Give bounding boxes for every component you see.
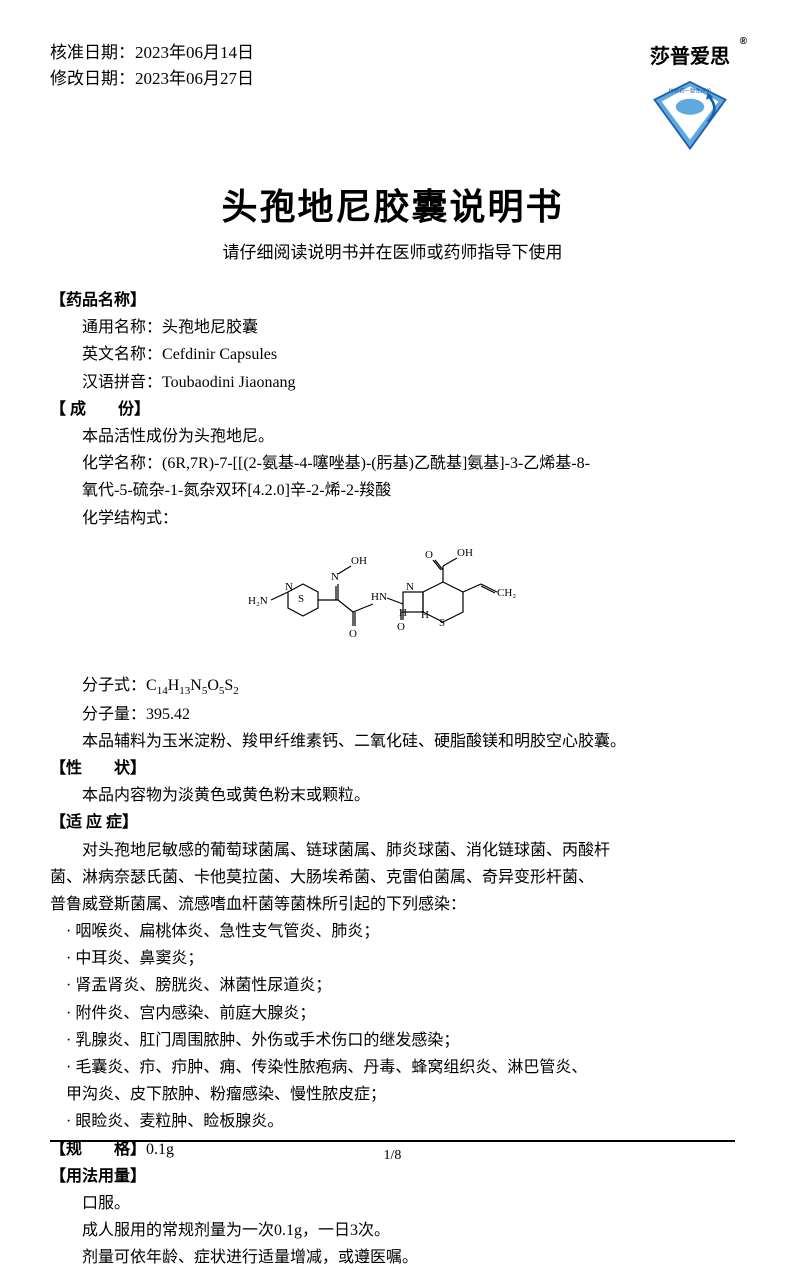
revision-date-row: 修改日期：2023年06月27日 xyxy=(50,66,254,92)
excipients: 本品辅料为玉米淀粉、羧甲纤维素钙、二氧化硅、硬脂酸镁和明胶空心胶囊。 xyxy=(50,728,735,755)
english-name: Cefdinir Capsules xyxy=(162,346,277,363)
molecular-formula: C14H13N5O5S2 xyxy=(146,677,239,694)
svg-text:N: N xyxy=(331,571,339,583)
dates-block: 核准日期：2023年06月14日 修改日期：2023年06月27日 xyxy=(50,40,254,91)
indications-label: 【适 应 症】 xyxy=(50,809,735,836)
svg-text:HN: HN xyxy=(371,591,387,603)
indications-intro2: 菌、淋病奈瑟氏菌、卡他莫拉菌、大肠埃希菌、克雷伯菌属、奇异变形杆菌、 xyxy=(50,864,735,891)
molecular-formula-row: 分子式：C14H13N5O5S2 xyxy=(50,672,735,701)
svg-text:CH₂: CH₂ xyxy=(497,587,516,599)
english-name-label: 英文名称： xyxy=(82,346,162,363)
character-label: 【性 状】 xyxy=(50,755,735,782)
page-title: 头孢地尼胶囊说明书 xyxy=(50,178,735,230)
structure-label: 化学结构式： xyxy=(50,505,735,532)
generic-name: 头孢地尼胶囊 xyxy=(162,319,258,336)
dosage-line3: 剂量可依年龄、症状进行适量增减，或遵医嘱。 xyxy=(50,1244,735,1271)
chem-name: (6R,7R)-7-[[(2-氨基-4-噻唑基)-(肟基)乙酰基]氨基]-3-乙… xyxy=(162,455,590,472)
indications-intro3: 普鲁威登斯菌属、流感嗜血杆菌等菌株所引起的下列感染： xyxy=(50,891,735,918)
svg-text:仿制药一致性评价: 仿制药一致性评价 xyxy=(669,87,712,95)
chemical-structure-diagram: H₂N S N N OH O HN H N O H S xyxy=(243,542,543,662)
dosage-line1: 口服。 xyxy=(50,1190,735,1217)
chem-name-label: 化学名称： xyxy=(82,455,162,472)
subtitle: 请仔细阅读说明书并在医师或药师指导下使用 xyxy=(50,238,735,263)
svg-text:O: O xyxy=(349,628,357,640)
content-body: 【药品名称】 通用名称：头孢地尼胶囊 英文名称：Cefdinir Capsule… xyxy=(50,287,735,1272)
svg-text:N: N xyxy=(285,581,293,593)
svg-text:S: S xyxy=(439,617,445,629)
molecular-weight-label: 分子量： xyxy=(82,706,146,723)
revision-date-label: 修改日期： xyxy=(50,69,135,88)
molecular-weight: 395.42 xyxy=(146,706,190,723)
ingredients-line1: 本品活性成份为头孢地尼。 xyxy=(50,423,735,450)
svg-text:S: S xyxy=(298,593,304,605)
brand-area: 莎普爱思 仿制药一致性评价 xyxy=(645,40,735,158)
dosage-label: 【用法用量】 xyxy=(50,1163,735,1190)
indication-item-0: · 咽喉炎、扁桃体炎、急性支气管炎、肺炎； xyxy=(50,918,735,945)
indication-item-7: · 眼睑炎、麦粒肿、睑板腺炎。 xyxy=(50,1108,735,1135)
page-number: 1/8 xyxy=(0,1148,785,1164)
svg-text:O: O xyxy=(397,621,405,633)
pinyin-label: 汉语拼音： xyxy=(82,374,162,391)
indication-item-6: 甲沟炎、皮下脓肿、粉瘤感染、慢性脓皮症； xyxy=(50,1081,735,1108)
drug-name-label: 【药品名称】 xyxy=(50,287,735,314)
revision-date: 2023年06月27日 xyxy=(135,69,254,88)
generic-name-row: 通用名称：头孢地尼胶囊 xyxy=(50,314,735,341)
svg-text:OH: OH xyxy=(351,555,367,567)
chem-name-row2: 氧代-5-硫杂-1-氮杂双环[4.2.0]辛-2-烯-2-羧酸 xyxy=(50,477,735,504)
ingredients-label: 【 成 份】 xyxy=(50,396,735,423)
indication-item-5: · 毛囊炎、疖、疖肿、痈、传染性脓疱病、丹毒、蜂窝组织炎、淋巴管炎、 xyxy=(50,1054,735,1081)
indications-intro1: 对头孢地尼敏感的葡萄球菌属、链球菌属、肺炎球菌、消化链球菌、丙酸杆 xyxy=(50,837,735,864)
generic-name-label: 通用名称： xyxy=(82,319,162,336)
svg-text:OH: OH xyxy=(457,547,473,559)
svg-text:N: N xyxy=(406,581,414,593)
approval-date-label: 核准日期： xyxy=(50,43,135,62)
header: 核准日期：2023年06月14日 修改日期：2023年06月27日 莎普爱思 仿… xyxy=(50,40,735,158)
footer-rule xyxy=(50,1140,735,1142)
pinyin: Toubaodini Jiaonang xyxy=(162,374,296,391)
molecular-weight-row: 分子量：395.42 xyxy=(50,701,735,728)
dosage-line2: 成人服用的常规剂量为一次0.1g，一日3次。 xyxy=(50,1217,735,1244)
svg-text:O: O xyxy=(425,549,433,561)
character-text: 本品内容物为淡黄色或黄色粉末或颗粒。 xyxy=(50,782,735,809)
indication-item-1: · 中耳炎、鼻窦炎； xyxy=(50,945,735,972)
title-block: 头孢地尼胶囊说明书 请仔细阅读说明书并在医师或药师指导下使用 xyxy=(50,178,735,263)
indication-item-2: · 肾盂肾炎、膀胱炎、淋菌性尿道炎； xyxy=(50,972,735,999)
approval-date-row: 核准日期：2023年06月14日 xyxy=(50,40,254,66)
brand-name: 莎普爱思 xyxy=(645,40,735,69)
approval-date: 2023年06月14日 xyxy=(135,43,254,62)
indication-item-3: · 附件炎、宫内感染、前庭大腺炎； xyxy=(50,1000,735,1027)
molecular-formula-label: 分子式： xyxy=(82,677,146,694)
chem-name-row: 化学名称：(6R,7R)-7-[[(2-氨基-4-噻唑基)-(肟基)乙酰基]氨基… xyxy=(50,450,735,477)
svg-text:H₂N: H₂N xyxy=(248,595,268,607)
english-name-row: 英文名称：Cefdinir Capsules xyxy=(50,341,735,368)
pinyin-row: 汉语拼音：Toubaodini Jiaonang xyxy=(50,369,735,396)
brand-logo-icon: 仿制药一致性评价 xyxy=(645,73,735,153)
indication-item-4: · 乳腺炎、肛门周围脓肿、外伤或手术伤口的继发感染； xyxy=(50,1027,735,1054)
